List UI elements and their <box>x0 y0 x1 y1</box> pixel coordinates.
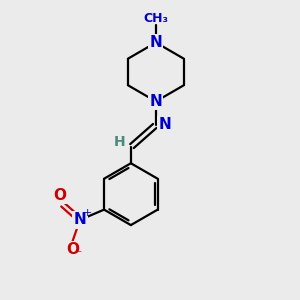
Text: O: O <box>54 188 67 203</box>
Text: ⁻: ⁻ <box>74 248 82 262</box>
Text: N: N <box>149 35 162 50</box>
Text: O: O <box>66 242 79 257</box>
Text: N: N <box>74 212 86 227</box>
Text: +: + <box>82 208 92 218</box>
Text: CH₃: CH₃ <box>143 12 168 25</box>
Text: N: N <box>149 94 162 109</box>
Text: N: N <box>158 118 171 133</box>
Text: H: H <box>114 135 125 149</box>
